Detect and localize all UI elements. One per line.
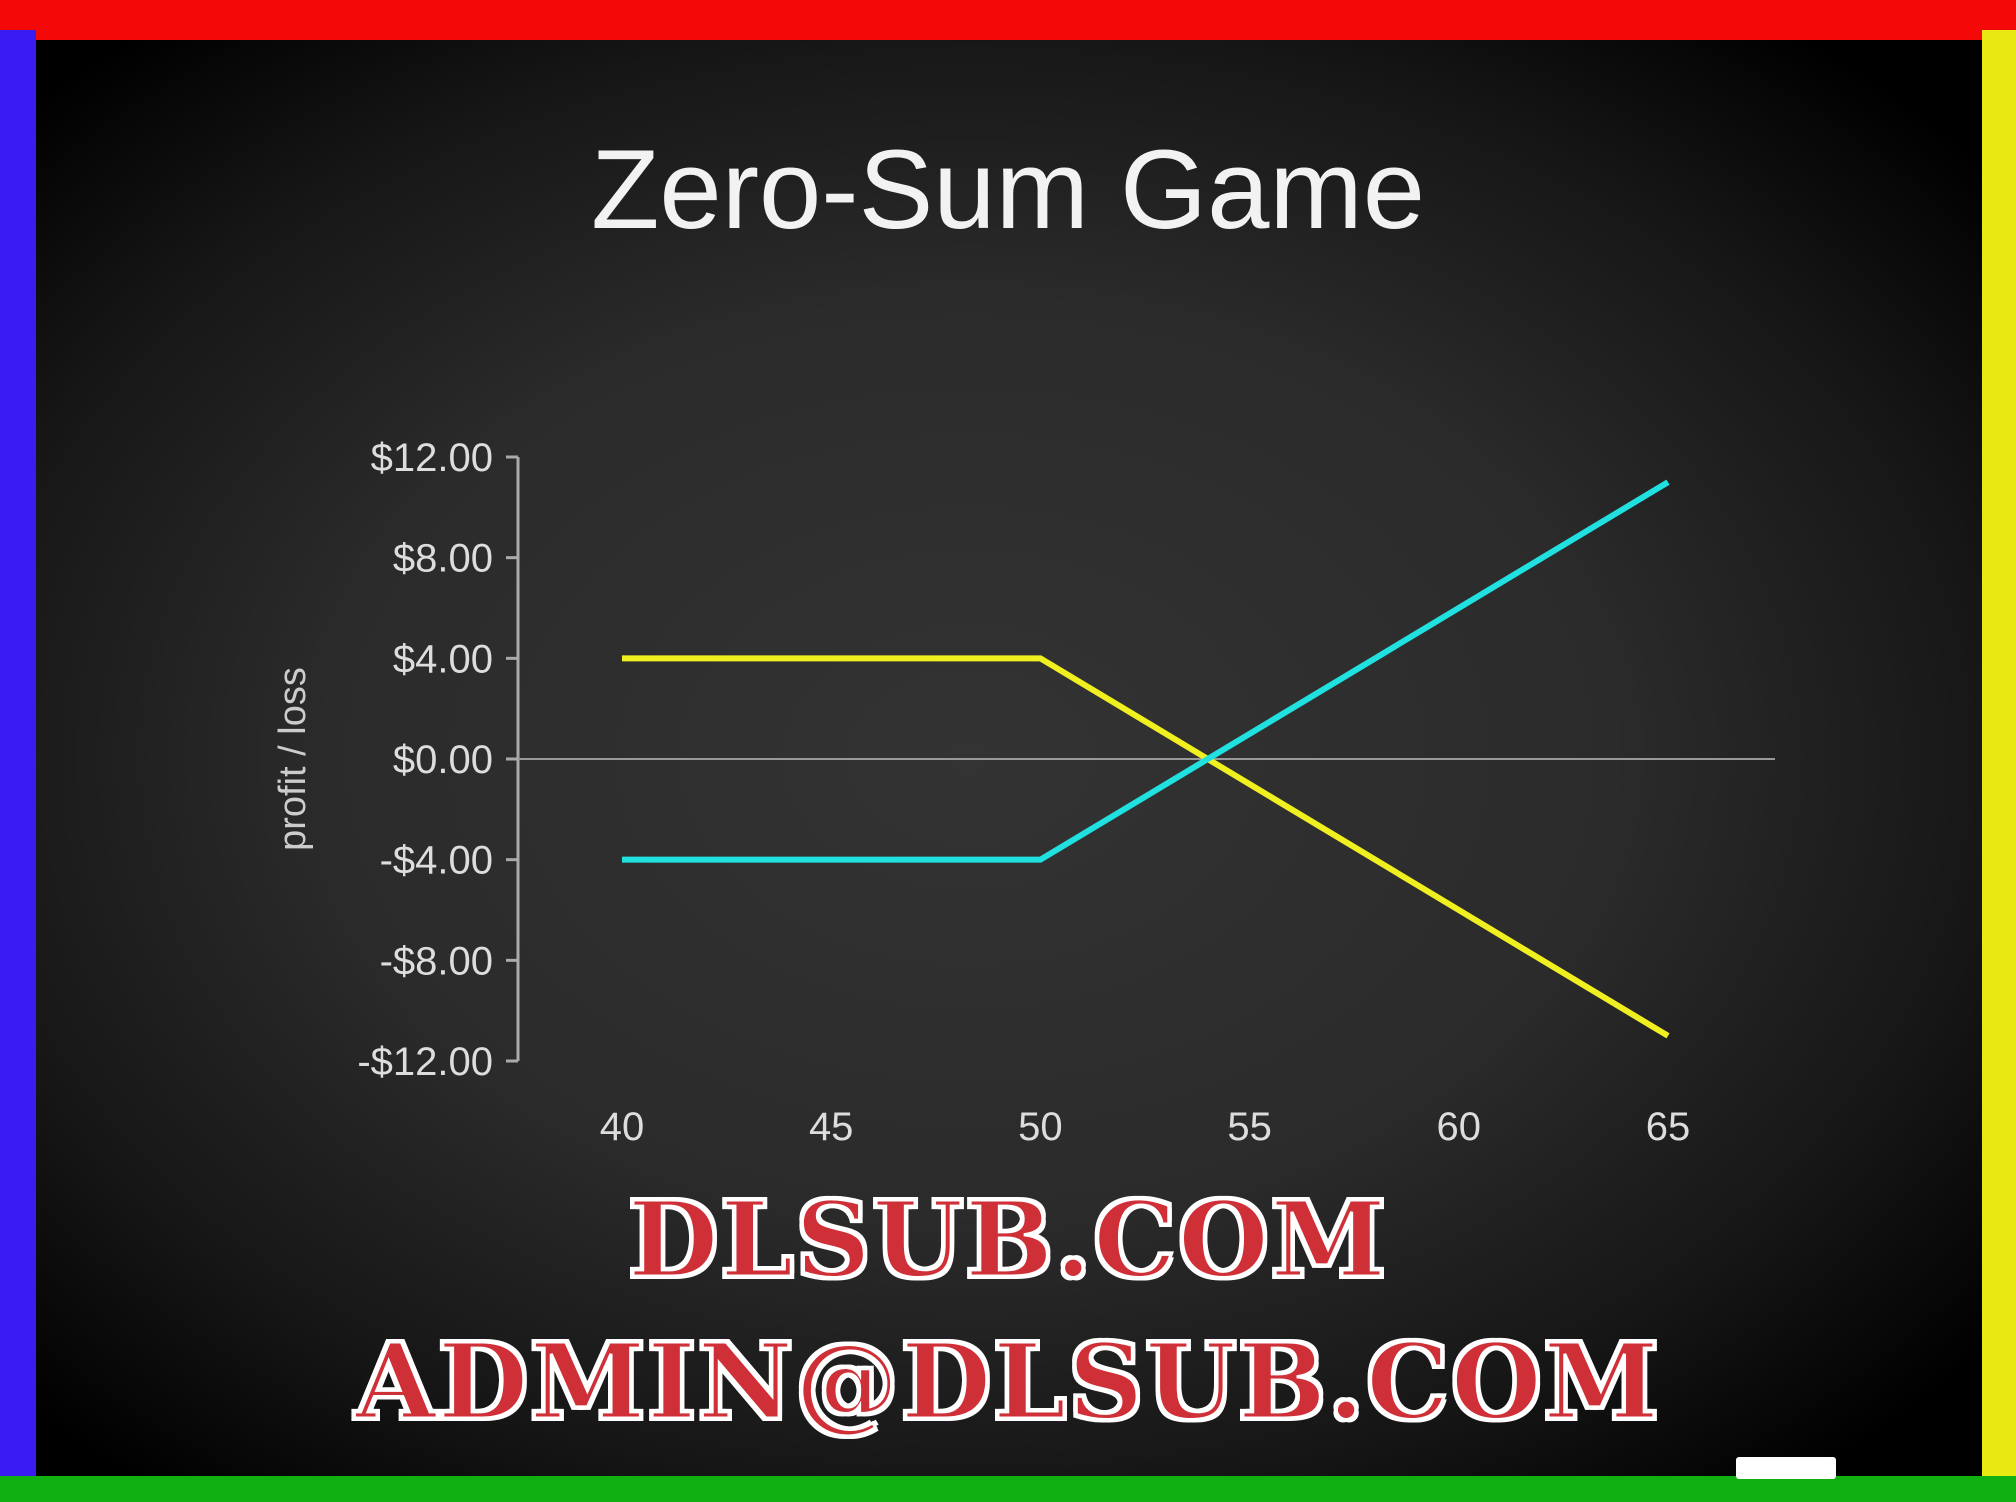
x-tick-label: 45 bbox=[809, 1105, 854, 1149]
series-line-1 bbox=[622, 479, 1670, 863]
y-tick-label: $0.00 bbox=[393, 738, 493, 782]
x-tick-label: 55 bbox=[1227, 1105, 1272, 1149]
series-line-0 bbox=[622, 655, 1670, 1039]
y-tick-label: -$4.00 bbox=[380, 839, 493, 883]
x-tick-label: 50 bbox=[1018, 1105, 1063, 1149]
y-tick-label: $8.00 bbox=[393, 537, 493, 581]
x-tick-label: 40 bbox=[600, 1105, 645, 1149]
y-tick-label: $4.00 bbox=[393, 637, 493, 681]
watermark-line1: DLSUB.COM bbox=[627, 1177, 1388, 1303]
white-marker bbox=[1736, 1457, 1836, 1479]
y-tick-label: -$8.00 bbox=[380, 939, 493, 983]
y-tick-label: $12.00 bbox=[371, 436, 493, 480]
x-tick-label: 65 bbox=[1646, 1105, 1691, 1149]
x-tick-label: 60 bbox=[1437, 1105, 1482, 1149]
y-tick-label: -$12.00 bbox=[357, 1040, 493, 1084]
border-right bbox=[1982, 30, 2016, 1480]
y-axis-label: profit / loss bbox=[272, 667, 314, 851]
watermark-line2: ADMIN@DLSUB.COM bbox=[354, 1319, 1661, 1445]
border-top bbox=[0, 0, 2016, 40]
chart-title: Zero-Sum Game bbox=[591, 127, 1425, 252]
border-bottom bbox=[0, 1476, 2016, 1502]
border-left bbox=[0, 30, 36, 1480]
